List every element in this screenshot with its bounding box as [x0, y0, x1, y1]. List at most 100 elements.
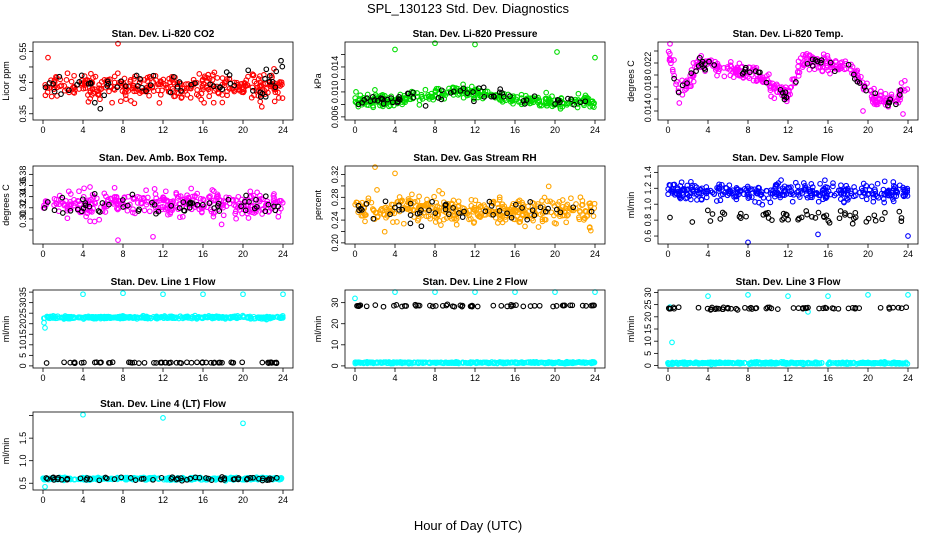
data-point: [881, 191, 888, 198]
data-point: [491, 93, 497, 100]
data-point: [205, 86, 212, 93]
data-point: [393, 360, 400, 366]
data-point: [404, 90, 411, 97]
data-point: [435, 359, 442, 366]
data-point: [223, 203, 230, 209]
data-point: [753, 189, 760, 196]
data-point: [749, 306, 755, 312]
y-tick-label: 0.24: [330, 211, 340, 229]
data-point: [678, 179, 685, 186]
data-point: [194, 87, 201, 93]
data-point: [81, 73, 88, 79]
data-points: [42, 40, 286, 112]
data-point: [671, 57, 677, 63]
data-point: [877, 304, 884, 311]
x-tick-label: 4: [392, 373, 397, 383]
data-point: [160, 195, 167, 201]
chart-panel-li820-co2: Stan. Dev. Li-820 CO2 Licor ppm 0 4 8 12 16 20 2…: [1, 29, 294, 135]
data-point: [781, 360, 787, 367]
data-point: [687, 190, 694, 196]
data-point: [496, 194, 503, 201]
chart-panel-li820-pressure: Stan. Dev. Li-820 Pressure kPa 0 4 8 12 16 20 24…: [313, 29, 606, 135]
data-point: [553, 220, 559, 227]
data-point: [355, 202, 362, 209]
data-point: [524, 216, 531, 223]
x-tick-label: 0: [40, 249, 45, 259]
data-point: [256, 197, 263, 203]
data-point: [841, 199, 847, 206]
data-point: [885, 102, 891, 109]
data-point: [120, 204, 127, 210]
data-point: [273, 359, 280, 366]
data-point: [374, 97, 381, 104]
x-tick-label: 0: [665, 249, 670, 259]
data-point: [696, 54, 703, 61]
data-point: [830, 183, 836, 190]
data-point: [78, 359, 85, 366]
data-point: [451, 215, 458, 222]
data-point: [759, 76, 766, 83]
data-point: [812, 215, 819, 221]
data-point: [66, 89, 72, 96]
data-point: [136, 360, 142, 366]
data-point: [87, 218, 93, 225]
data-point: [150, 88, 157, 94]
data-point: [881, 178, 888, 185]
data-point: [542, 360, 549, 367]
data-point: [693, 187, 700, 194]
data-point: [160, 315, 167, 322]
data-point: [271, 191, 277, 197]
data-point: [233, 314, 239, 320]
data-point: [529, 207, 536, 214]
data-point: [438, 87, 445, 94]
data-point: [87, 476, 93, 482]
data-point: [579, 201, 586, 208]
data-point: [533, 359, 540, 365]
data-point: [201, 75, 208, 81]
data-point: [43, 475, 50, 481]
data-point: [847, 212, 853, 219]
data-point: [210, 360, 217, 366]
data-point: [89, 315, 95, 321]
data-point: [746, 69, 753, 76]
data-point: [114, 84, 121, 91]
data-point: [125, 193, 132, 200]
data-point: [218, 221, 225, 228]
x-tick-label: 8: [745, 125, 750, 135]
x-tick-label: 4: [80, 125, 85, 135]
data-point: [567, 302, 574, 309]
data-point: [219, 99, 226, 106]
data-point: [679, 190, 685, 196]
data-point: [852, 209, 859, 216]
data-point: [261, 314, 267, 321]
data-point: [587, 103, 593, 110]
data-point: [245, 315, 251, 321]
data-point: [402, 95, 409, 102]
data-point: [97, 105, 104, 112]
data-point: [796, 215, 802, 222]
data-point: [507, 93, 513, 99]
data-point: [429, 303, 436, 310]
data-point: [223, 69, 230, 75]
data-point: [679, 82, 686, 89]
data-point: [158, 474, 165, 481]
plot-frame: [344, 289, 606, 369]
data-point: [766, 83, 773, 89]
y-tick-label: 0.32: [18, 199, 28, 217]
data-point: [745, 292, 751, 298]
data-point: [399, 359, 406, 366]
data-point: [665, 305, 672, 312]
data-point: [571, 101, 577, 108]
data-point: [721, 65, 727, 71]
data-point: [381, 228, 388, 235]
data-point: [143, 201, 150, 208]
data-point: [392, 289, 398, 295]
x-tick-label: 8: [120, 125, 125, 135]
data-point: [175, 206, 182, 213]
data-point: [777, 86, 784, 93]
data-point: [432, 40, 438, 47]
data-point: [900, 192, 907, 199]
data-point: [51, 207, 58, 214]
data-point: [752, 68, 759, 74]
data-point: [860, 108, 866, 114]
